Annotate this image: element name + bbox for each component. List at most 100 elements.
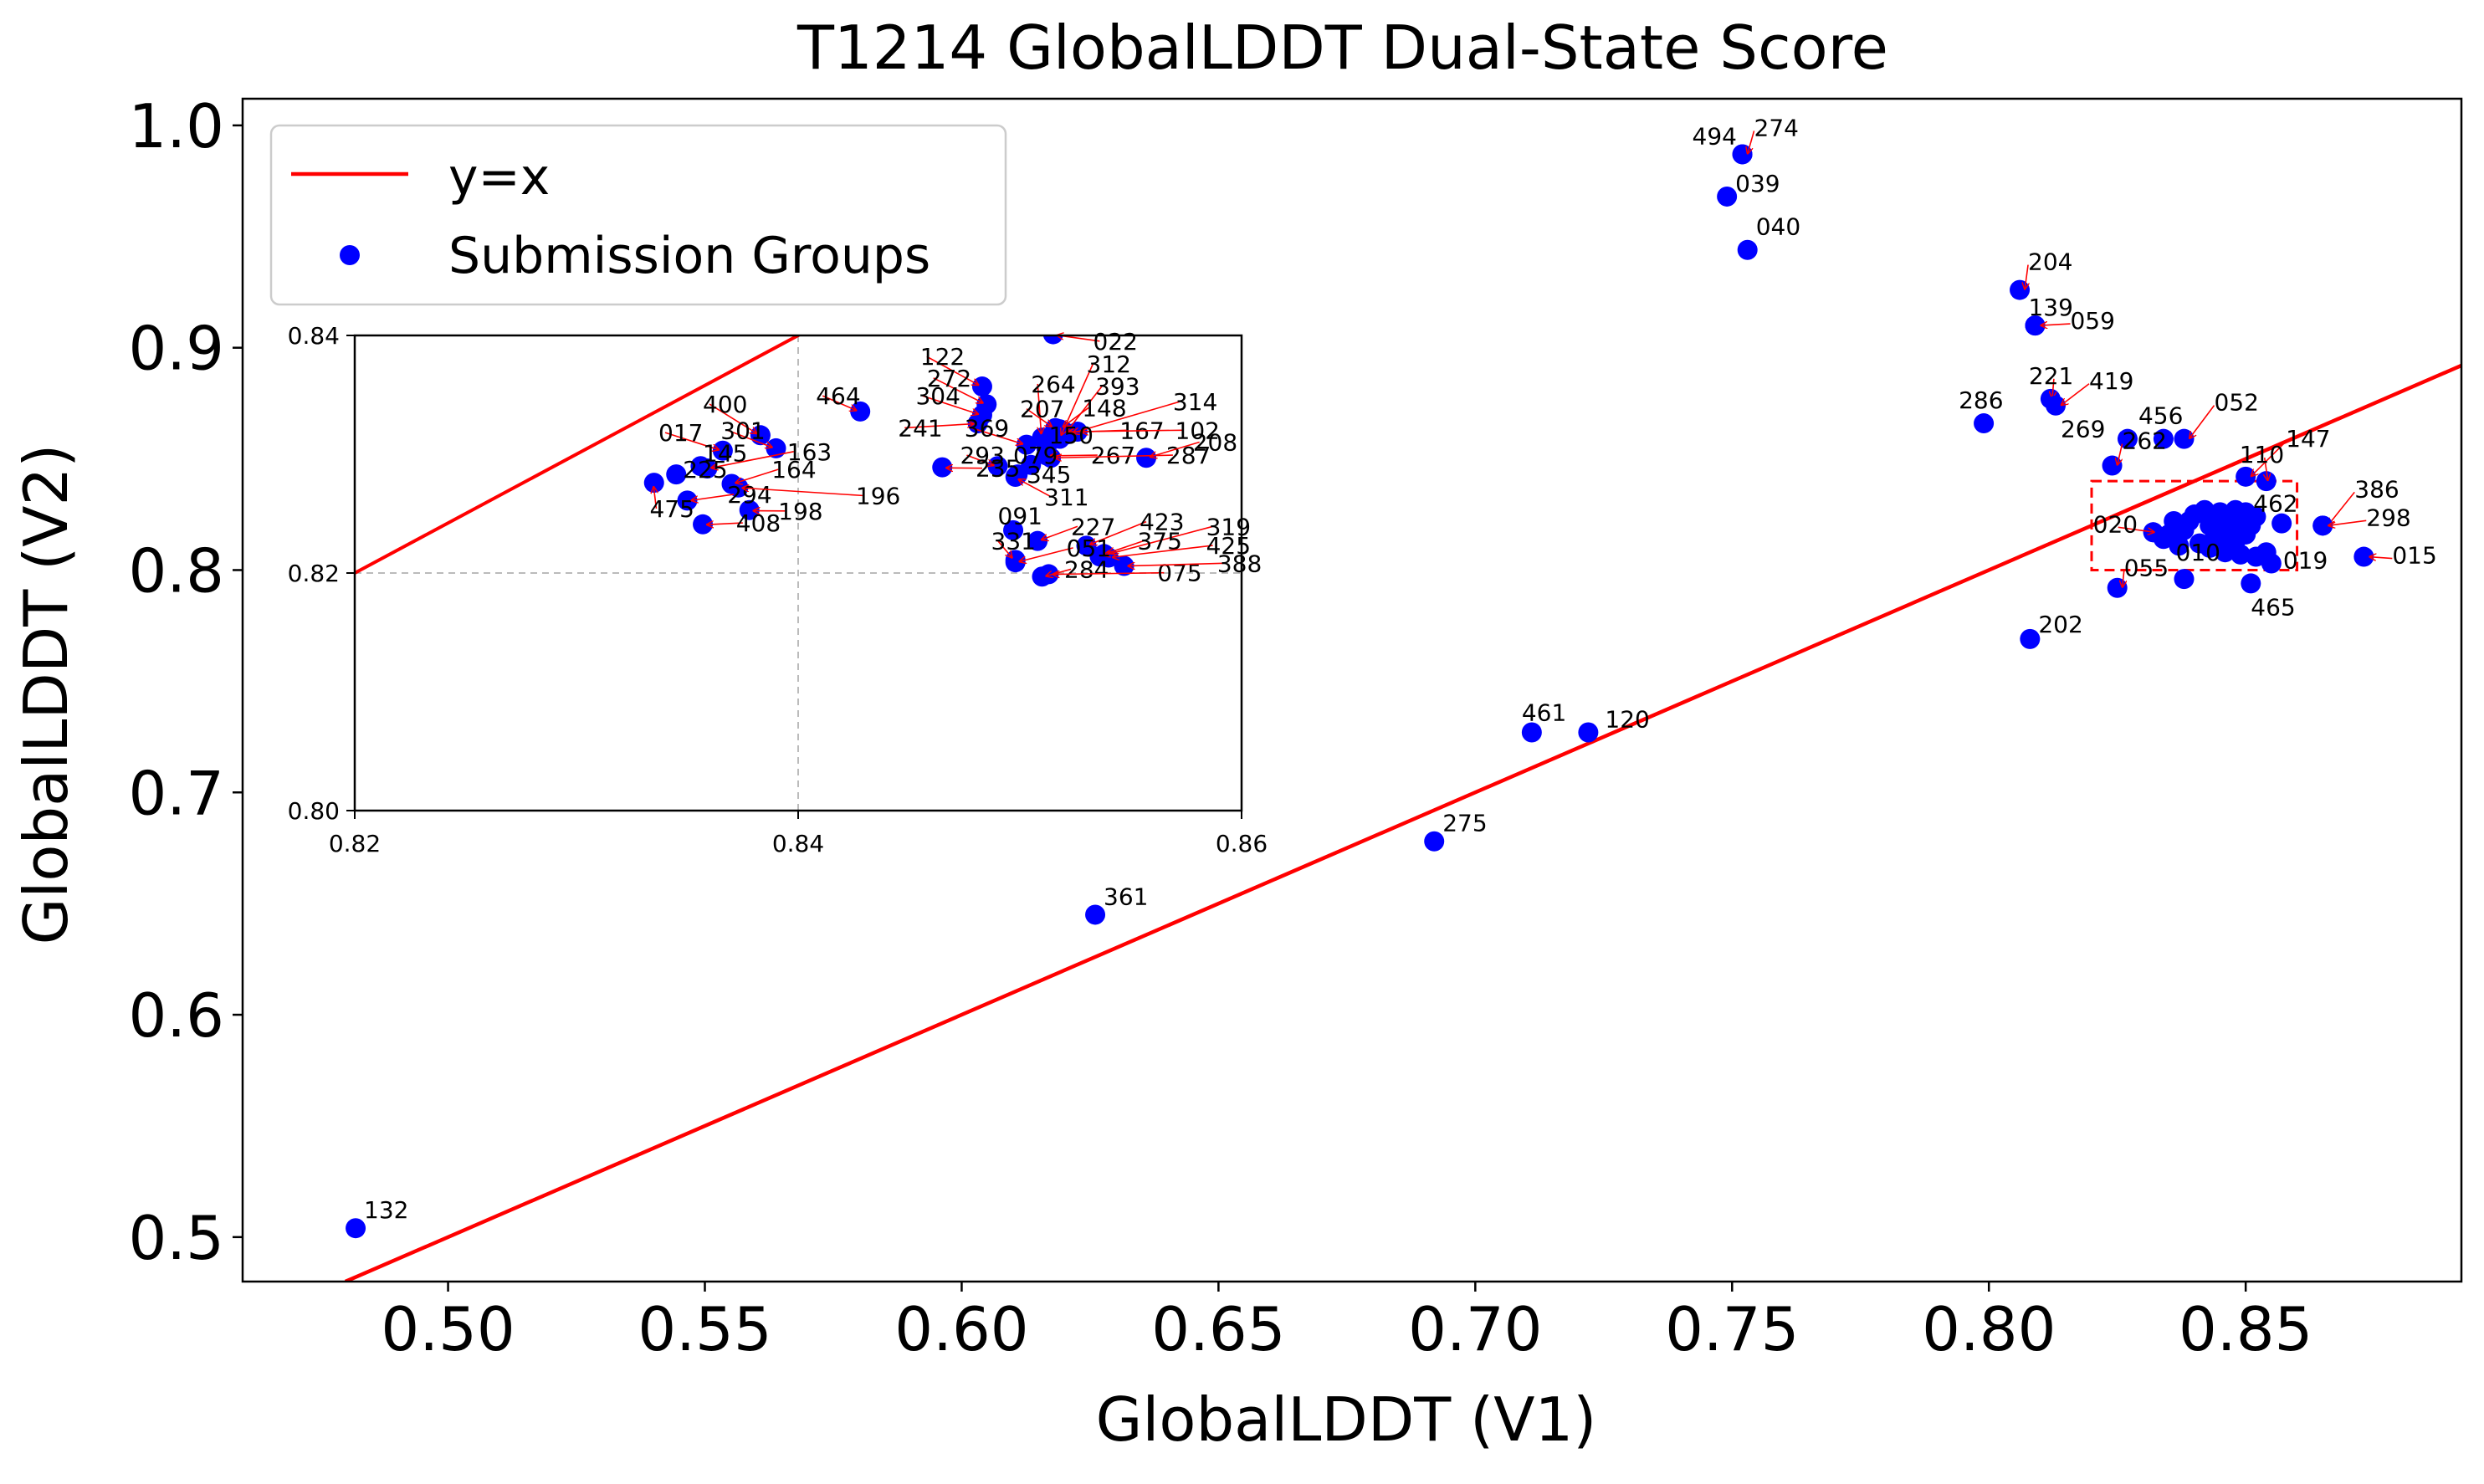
point-label-147: 147 — [2286, 425, 2330, 453]
point-label-020: 020 — [2093, 510, 2138, 538]
inset-point-label-311: 311 — [1044, 484, 1088, 511]
data-point-147 — [2236, 467, 2256, 487]
chart-title: T1214 GlobalLDDT Dual-State Score — [796, 13, 1888, 83]
point-label-120: 120 — [1605, 706, 1649, 734]
inset-point-label-164: 164 — [771, 456, 816, 484]
y-axis-label: GlobalLDDT (V2) — [11, 444, 81, 945]
point-label-204: 204 — [2028, 248, 2072, 276]
inset-x-tick-label: 0.84 — [772, 830, 824, 857]
legend-label-submission-groups: Submission Groups — [448, 227, 930, 285]
data-point-465 — [2241, 573, 2261, 593]
data-point-286 — [1974, 413, 1994, 433]
inset-point-label-241: 241 — [898, 414, 942, 442]
data-point-202 — [2020, 629, 2040, 649]
point-label-010: 010 — [2176, 539, 2220, 566]
point-label-465: 465 — [2251, 593, 2295, 621]
legend: y=x Submission Groups — [271, 125, 1006, 304]
legend-dot-marker — [340, 245, 360, 265]
inset-point-label-464: 464 — [816, 382, 860, 410]
inset-x-tick-label: 0.86 — [1216, 830, 1268, 857]
x-tick-label: 0.85 — [2179, 1294, 2312, 1364]
point-label-456: 456 — [2138, 402, 2183, 430]
inset-point-label-408: 408 — [736, 509, 781, 537]
point-label-132: 132 — [364, 1196, 408, 1224]
point-label-286: 286 — [1959, 386, 2003, 414]
inset-y-tick-label: 0.82 — [288, 560, 340, 587]
x-tick-label: 0.50 — [381, 1294, 515, 1364]
y-tick-label: 0.8 — [128, 535, 224, 606]
point-label-015: 015 — [2392, 542, 2436, 570]
point-label-052: 052 — [2215, 389, 2259, 417]
point-label-462: 462 — [2253, 490, 2297, 518]
data-point-010 — [2174, 569, 2195, 589]
inset-point-label-314: 314 — [1173, 388, 1217, 416]
inset-point-label-225: 225 — [683, 456, 727, 484]
inset-x-tick-label: 0.82 — [329, 830, 381, 857]
y-tick-label: 0.9 — [128, 314, 224, 384]
inset-point-label-331: 331 — [991, 527, 1036, 555]
x-tick-label: 0.70 — [1408, 1294, 1542, 1364]
x-tick-label: 0.75 — [1665, 1294, 1799, 1364]
point-label-361: 361 — [1104, 883, 1148, 910]
inset-point-label-017: 017 — [658, 419, 703, 447]
inset-point-label-475: 475 — [649, 495, 694, 523]
point-label-419: 419 — [2089, 367, 2133, 395]
point-label-494: 494 — [1693, 122, 1737, 150]
point-label-221: 221 — [2029, 362, 2073, 390]
point-label-274: 274 — [1754, 114, 1799, 141]
x-tick-label: 0.60 — [894, 1294, 1028, 1364]
point-label-019: 019 — [2283, 547, 2328, 575]
y-tick-label: 0.5 — [128, 1203, 224, 1273]
point-label-040: 040 — [1756, 213, 1800, 241]
inset-point-label-091: 091 — [998, 503, 1042, 530]
inset-point-label-369: 369 — [965, 414, 1009, 442]
x-axis-label: GlobalLDDT (V1) — [1096, 1384, 1597, 1455]
inset-point-label-264: 264 — [1031, 371, 1075, 398]
inset-point-label-388: 388 — [1217, 550, 1262, 577]
x-tick-label: 0.80 — [1922, 1294, 2056, 1364]
data-point-204 — [2010, 280, 2030, 300]
inset-point-122 — [972, 376, 992, 397]
inset-point-label-400: 400 — [703, 391, 747, 418]
data-point-019 — [2261, 554, 2282, 574]
x-tick-label: 0.55 — [638, 1294, 771, 1364]
y-tick-label: 0.7 — [128, 758, 224, 828]
point-label-059: 059 — [2070, 307, 2114, 335]
data-point-361 — [1085, 904, 1105, 924]
point-label-275: 275 — [1442, 810, 1487, 837]
inset-point-208 — [1136, 448, 1156, 468]
inset-point-051 — [1006, 552, 1026, 572]
inset-y-tick-label: 0.84 — [288, 322, 340, 350]
data-point-419 — [2046, 396, 2066, 416]
point-label-110: 110 — [2240, 441, 2284, 468]
x-tick-label: 0.65 — [1151, 1294, 1285, 1364]
cluster-point — [2179, 511, 2200, 531]
data-point-132 — [346, 1218, 366, 1238]
inset-point-label-196: 196 — [856, 482, 900, 509]
legend-label-reference-line: y=x — [448, 148, 550, 207]
inset-point-label-294: 294 — [727, 481, 771, 509]
point-label-461: 461 — [1522, 699, 1566, 727]
cluster-point — [2236, 525, 2256, 545]
point-label-298: 298 — [2366, 504, 2410, 531]
data-point-120 — [1578, 723, 1598, 743]
cluster-point — [2205, 509, 2225, 529]
data-point-052 — [2174, 429, 2195, 449]
point-label-262: 262 — [2123, 427, 2167, 455]
inset-point-label-375: 375 — [1137, 527, 1181, 555]
inset-point-label-235: 235 — [976, 455, 1020, 483]
data-point-039 — [1717, 187, 1737, 207]
point-label-386: 386 — [2354, 475, 2399, 503]
inset-y-tick-label: 0.80 — [288, 797, 340, 825]
data-point-275 — [1424, 832, 1444, 852]
point-label-055: 055 — [2124, 555, 2169, 582]
y-tick-label: 0.6 — [128, 980, 224, 1051]
inset-point-label-284: 284 — [1064, 555, 1109, 583]
point-label-202: 202 — [2038, 611, 2082, 638]
point-label-269: 269 — [2061, 416, 2105, 443]
inset-point-label-304: 304 — [915, 382, 960, 410]
inset-point-label-208: 208 — [1193, 428, 1237, 456]
y-tick-label: 1.0 — [128, 91, 224, 161]
